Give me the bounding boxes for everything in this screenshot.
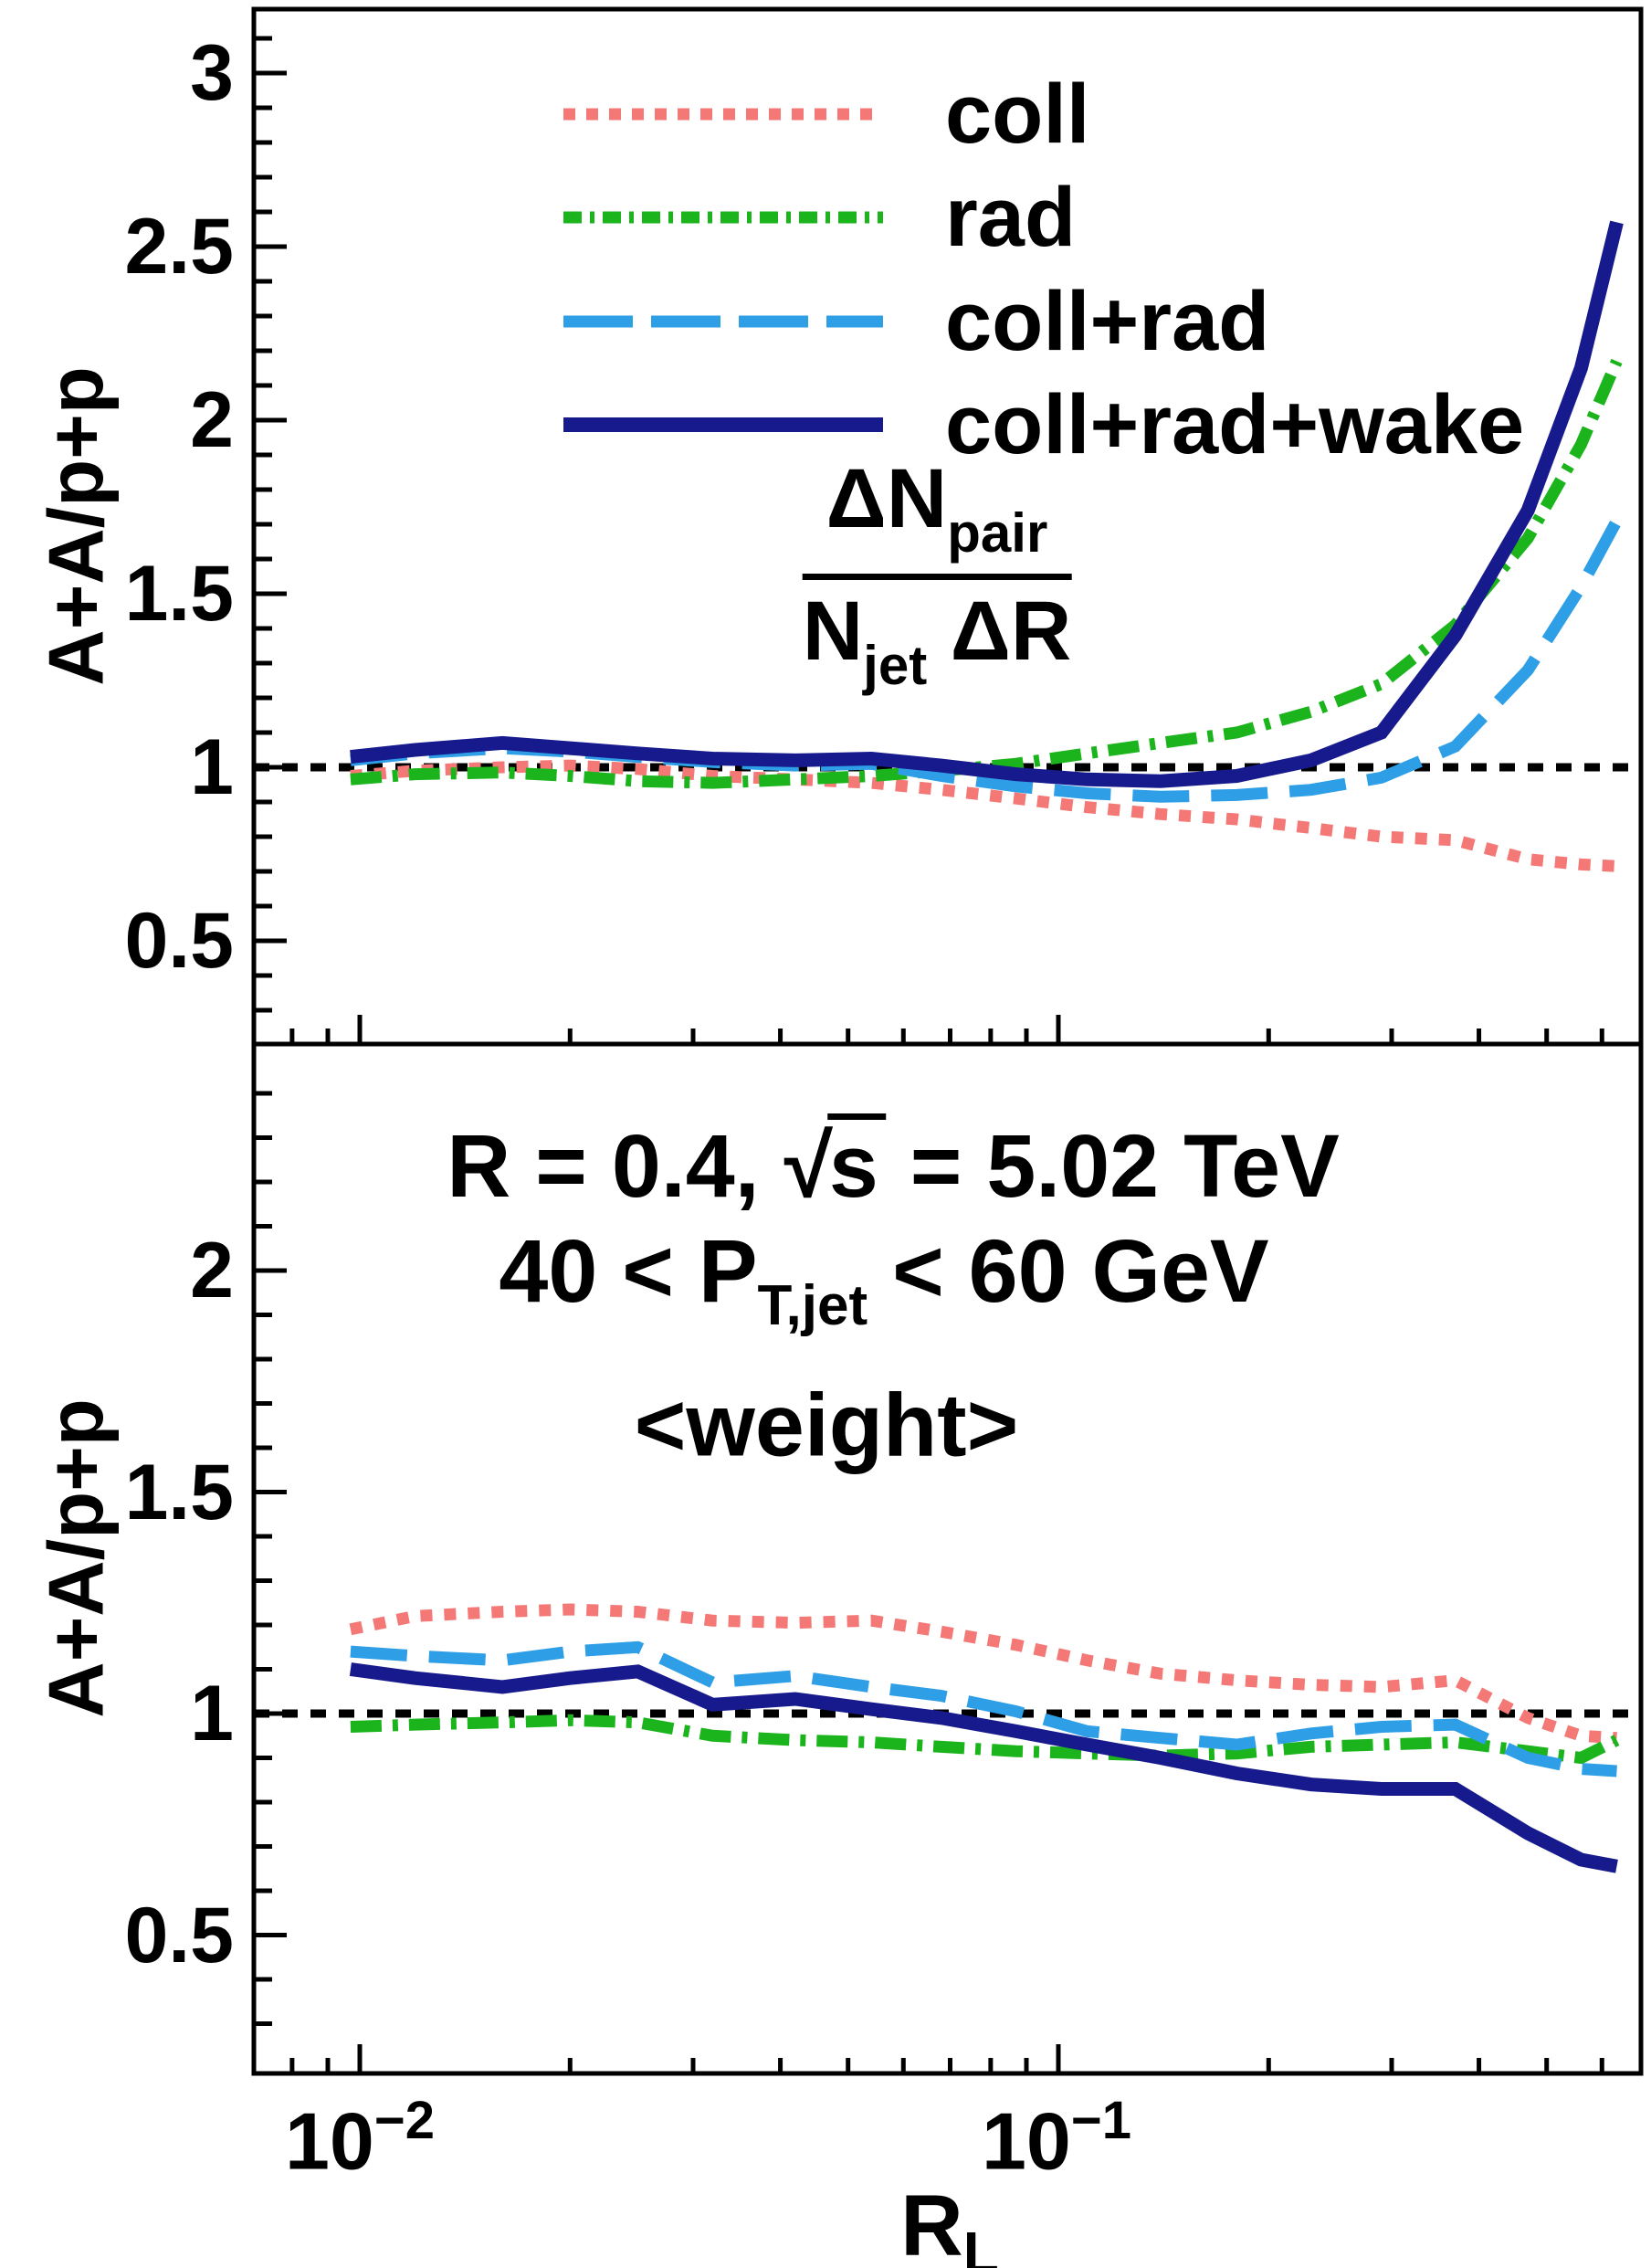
x-tick-base: 10 bbox=[284, 2095, 374, 2187]
y-tick-label-1.5: 1.5 bbox=[124, 1448, 234, 1536]
formula-num-main: ΔN bbox=[826, 452, 948, 545]
legend-label-rad: rad bbox=[945, 171, 1077, 264]
y-tick-label-1: 1 bbox=[190, 1670, 234, 1757]
x-tick-exponent: −1 bbox=[1070, 2091, 1132, 2151]
x-tick-exponent: −2 bbox=[373, 2091, 436, 2151]
annotation-energy-prefix: R = 0.4, bbox=[447, 1116, 784, 1216]
formula-num-sub: pair bbox=[947, 502, 1048, 564]
y-tick-label-1: 1 bbox=[190, 723, 234, 811]
curve-bottom-coll-rad bbox=[350, 1640, 1617, 1777]
annotation-weight: <weight> bbox=[634, 1375, 1019, 1475]
legend-label-coll-rad: coll+rad bbox=[945, 275, 1270, 368]
x-title-sub: L bbox=[962, 2220, 999, 2268]
panel-frame-bottom bbox=[251, 1041, 1644, 2076]
annotation-sqrt-s: s bbox=[826, 1113, 886, 1210]
y-axis-title-bottom: A+A/p+p bbox=[33, 1398, 121, 1718]
formula-numerator: ΔNpair bbox=[803, 457, 1072, 561]
sqrt-icon: √ bbox=[783, 1116, 833, 1216]
annotation-pt-sub: T,jet bbox=[757, 1273, 868, 1337]
y-tick-label-0.5: 0.5 bbox=[124, 897, 234, 985]
formula-denominator: Njet ΔR bbox=[803, 589, 1072, 693]
x-tick-label-0.1: 10−1 bbox=[982, 2094, 1131, 2181]
curve-bottom-rad bbox=[350, 1714, 1620, 1765]
x-title-main: R bbox=[900, 2178, 963, 2268]
annotation-pt-post: < 60 GeV bbox=[868, 1221, 1269, 1322]
curve-bottom-coll bbox=[349, 1603, 1617, 1745]
formula-den-tail: ΔR bbox=[927, 585, 1072, 678]
curve-top-coll-rad bbox=[350, 518, 1623, 803]
annotation-pt-range: 40 < PT,jet < 60 GeV bbox=[499, 1227, 1268, 1334]
observable-formula: ΔNpair Njet ΔR bbox=[802, 457, 1072, 693]
formula-den-main: N bbox=[802, 585, 864, 678]
legend-label-coll-rad-wake: coll+rad+wake bbox=[945, 378, 1525, 471]
x-axis-title: RL bbox=[900, 2183, 999, 2268]
y-tick-label-2: 2 bbox=[190, 1227, 234, 1314]
x-tick-base: 10 bbox=[981, 2095, 1071, 2187]
formula-den-sub: jet bbox=[863, 635, 928, 696]
y-tick-label-1.5: 1.5 bbox=[124, 550, 234, 638]
legend-label-coll: coll bbox=[945, 68, 1090, 161]
annotation-pt-pre: 40 < P bbox=[499, 1221, 758, 1322]
curve-top-coll-rad-wake bbox=[350, 220, 1624, 788]
x-tick-label-0.01: 10−2 bbox=[285, 2094, 435, 2181]
curve-top-coll bbox=[350, 759, 1617, 872]
curve-bottom-coll-rad-wake bbox=[349, 1662, 1618, 1873]
annotation-energy: R = 0.4, √s = 5.02 TeV bbox=[447, 1113, 1340, 1210]
y-tick-label-2.5: 2.5 bbox=[124, 203, 234, 290]
y-tick-label-0.5: 0.5 bbox=[124, 1891, 234, 1979]
annotation-energy-suffix: = 5.02 TeV bbox=[885, 1116, 1340, 1216]
y-tick-label-2: 2 bbox=[190, 376, 234, 464]
y-tick-label-3: 3 bbox=[190, 29, 234, 117]
formula-fraction-bar bbox=[802, 574, 1072, 580]
